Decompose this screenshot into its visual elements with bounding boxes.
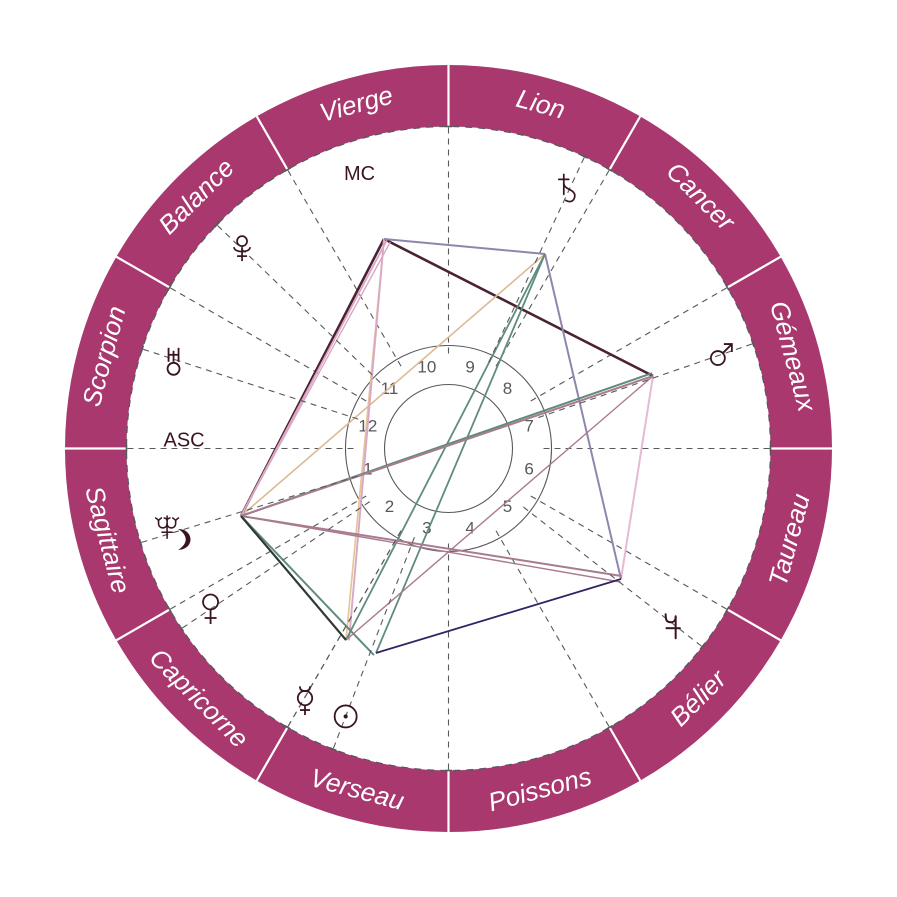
- svg-text:4: 4: [465, 519, 474, 538]
- svg-text:5: 5: [503, 497, 512, 516]
- svg-text:MC: MC: [344, 163, 375, 185]
- svg-text:6: 6: [524, 460, 533, 479]
- svg-text:8: 8: [503, 379, 512, 398]
- svg-text:9: 9: [465, 357, 474, 376]
- svg-text:ASC: ASC: [164, 430, 205, 452]
- svg-text:10: 10: [417, 357, 436, 376]
- svg-text:2: 2: [385, 497, 394, 516]
